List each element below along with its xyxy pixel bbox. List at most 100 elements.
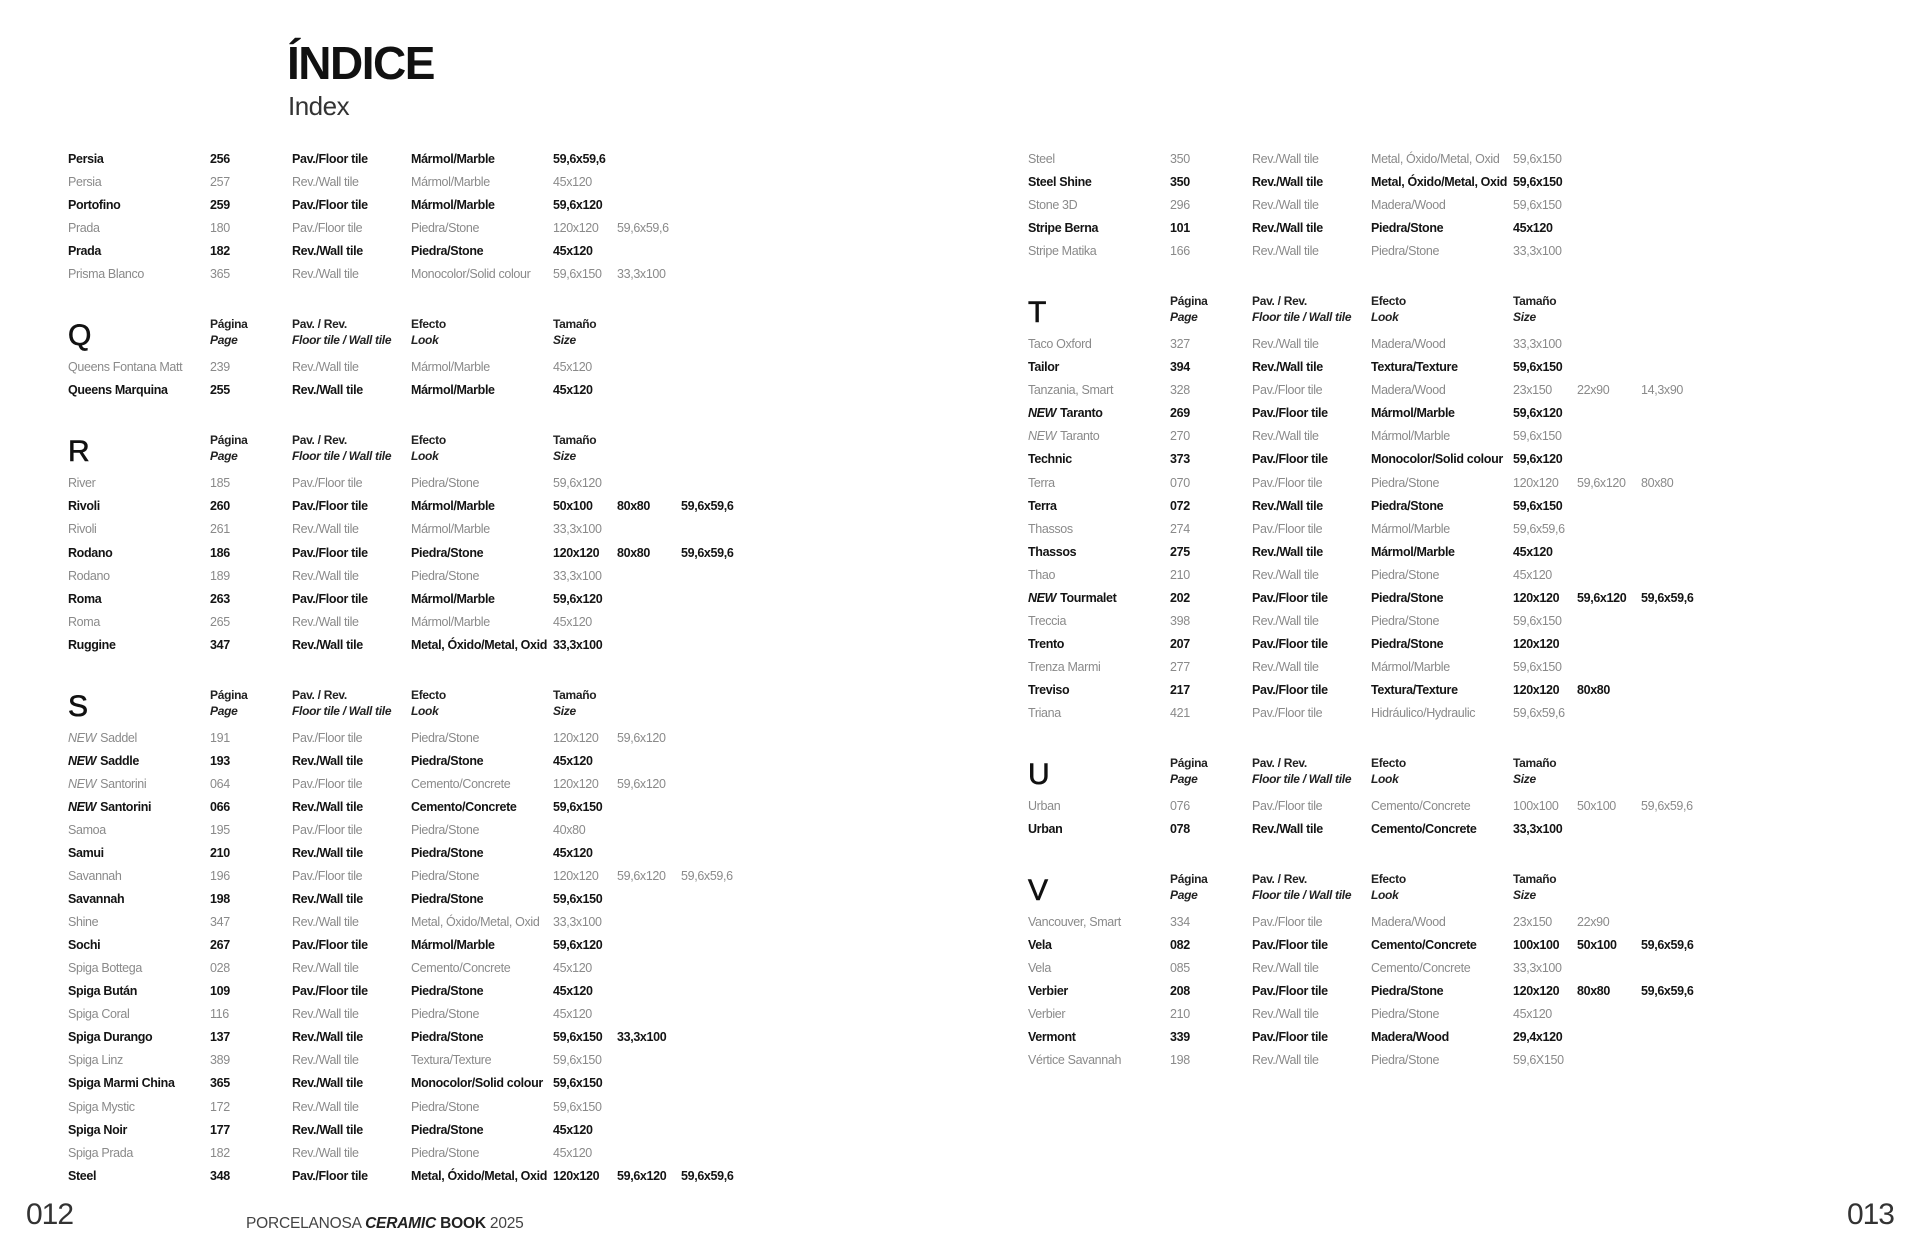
footer-brand: PORCELANOSA (246, 1215, 361, 1232)
new-badge: NEW (68, 776, 97, 791)
left-page-index: Persia 256 Pav./Floor tile Mármol/Marble 59,… (68, 148, 788, 1188)
series-name-text: Taranto (1060, 429, 1100, 444)
series-name: Stone 3D (1028, 194, 1078, 217)
page-number: 210 (1170, 1007, 1190, 1022)
series-name-text: Vancouver, Smart (1028, 915, 1121, 930)
series-name: Spiga Marmi China (68, 1072, 175, 1095)
series-name: Tailor (1028, 356, 1059, 379)
tile-type: Rev./Wall tile (1252, 360, 1323, 375)
series-name: NEW Taranto (1028, 402, 1103, 425)
table-row: Queens Fontana Matt 239 Rev./Wall tile Márm… (68, 356, 788, 379)
size: 59,6x150 (553, 1076, 603, 1091)
look: Piedra/Stone (411, 568, 480, 583)
table-row: Vela 082 Pav./Floor tile Cemento/Concrete 10… (1028, 934, 1748, 957)
series-name-text: Roma (68, 614, 100, 629)
column-header-es: Página (210, 433, 248, 448)
page-number: 270 (1170, 429, 1190, 444)
page-number: 394 (1170, 360, 1190, 375)
size: 59,6x59,6 (681, 869, 733, 884)
right-page-number: 013 (1846, 1198, 1895, 1231)
tile-type: Pav./Floor tile (1252, 406, 1328, 421)
size: 59,6x150 (1513, 175, 1563, 190)
series-name: Thao (1028, 564, 1055, 587)
series-name-text: Thao (1028, 567, 1056, 582)
series-name: Stripe Matika (1028, 240, 1097, 263)
column-header-look: Efecto Look (411, 316, 446, 348)
tile-type: Rev./Wall tile (292, 637, 363, 652)
size: 80x80 (617, 499, 651, 514)
page-number: 191 (210, 730, 230, 745)
look: Mármol/Marble (411, 383, 495, 398)
page-number: 274 (1170, 521, 1190, 536)
page-number: 259 (210, 198, 230, 213)
section-letter: R (68, 435, 90, 469)
look: Madera/Wood (1371, 915, 1446, 930)
series-name: Roma (68, 588, 102, 611)
tile-type: Rev./Wall tile (292, 961, 359, 976)
page-number: 177 (210, 1122, 230, 1137)
series-name: Spiga Bután (68, 980, 137, 1003)
size: 59,6x150 (553, 1053, 602, 1068)
column-header-en: Look (1371, 888, 1399, 903)
table-row: Steel 350 Rev./Wall tile Metal, Óxido/Metal… (1028, 148, 1748, 171)
tile-type: Pav./Floor tile (1252, 475, 1323, 490)
tile-type: Pav./Floor tile (1252, 915, 1323, 930)
page-number: 185 (210, 476, 230, 491)
tile-type: Pav./Floor tile (292, 221, 363, 236)
table-row: Vermont 339 Pav./Floor tile Madera/Wood 29,4… (1028, 1026, 1748, 1049)
size: 59,6x59,6 (1513, 521, 1565, 536)
series-name-text: Sochi (68, 938, 101, 953)
look: Piedra/Stone (411, 730, 480, 745)
index-section: R Página Page Pav. / Rev. Floor tile / Wall … (68, 432, 788, 656)
look: Metal, Óxido/Metal, Oxid (411, 1168, 548, 1183)
table-row: Roma 263 Pav./Floor tile Mármol/Marble 59,6x… (68, 588, 788, 611)
series-name: Vértice Savannah (1028, 1049, 1121, 1072)
series-name: NEW Saddel (68, 727, 137, 750)
page-number: 239 (210, 360, 230, 375)
series-name-text: Taco Oxford (1028, 337, 1092, 352)
page-number: 195 (210, 822, 230, 837)
new-badge: NEW (1028, 429, 1057, 444)
look: Monocolor/Solid colour (411, 1076, 543, 1091)
column-header-es: Tamaño (553, 687, 597, 702)
series-name: Terra (1028, 495, 1057, 518)
footer-emphasis: CERAMIC (365, 1215, 436, 1232)
tile-type: Pav./Floor tile (1252, 521, 1323, 536)
column-header-en: Page (1170, 310, 1198, 325)
series-name-text: Steel Shine (1028, 175, 1092, 190)
page-number: 070 (1170, 475, 1190, 490)
column-header-es: Pav. / Rev. (1252, 756, 1307, 771)
tile-type: Pav./Floor tile (1252, 590, 1328, 605)
left-page-number: 012 (26, 1198, 74, 1231)
page-number: 348 (210, 1168, 230, 1183)
size: 59,6x120 (617, 869, 666, 884)
footer-publication-title: PORCELANOSA CERAMIC BOOK 2025 (246, 1215, 524, 1233)
size: 50x100 (1577, 938, 1617, 953)
look: Piedra/Stone (411, 476, 480, 491)
size: 59,6x120 (553, 476, 602, 491)
column-header-look: Efecto Look (1371, 293, 1406, 325)
tile-type: Rev./Wall tile (1252, 961, 1319, 976)
tile-type: Rev./Wall tile (292, 614, 359, 629)
look: Piedra/Stone (411, 892, 484, 907)
size: 59,6x150 (1513, 613, 1562, 628)
page-number: 066 (210, 799, 230, 814)
page-number: 210 (210, 845, 230, 860)
series-name-text: Prisma Blanco (68, 267, 145, 282)
page-number: 109 (210, 984, 230, 999)
table-row: Steel Shine 350 Rev./Wall tile Metal, Óxido… (1028, 171, 1748, 194)
size: 59,6x150 (1513, 360, 1563, 375)
column-header-page: Página Page (1170, 293, 1208, 325)
series-name-text: Queens Marquina (68, 383, 168, 398)
page-title: ÍNDICE (287, 37, 435, 89)
series-name-text: Rivoli (68, 499, 100, 514)
table-row: Prisma Blanco 365 Rev./Wall tile Monocolor/… (68, 263, 788, 286)
table-row: Shine 347 Rev./Wall tile Metal, Óxido/Metal… (68, 911, 788, 934)
tile-type: Rev./Wall tile (1252, 567, 1319, 582)
series-name-text: Saddel (100, 730, 137, 745)
size: 59,6x59,6 (1641, 938, 1694, 953)
size: 33,3x100 (553, 637, 603, 652)
series-name: Steel (1028, 148, 1055, 171)
size: 45x120 (553, 1122, 593, 1137)
column-header-look: Efecto Look (1371, 755, 1406, 787)
